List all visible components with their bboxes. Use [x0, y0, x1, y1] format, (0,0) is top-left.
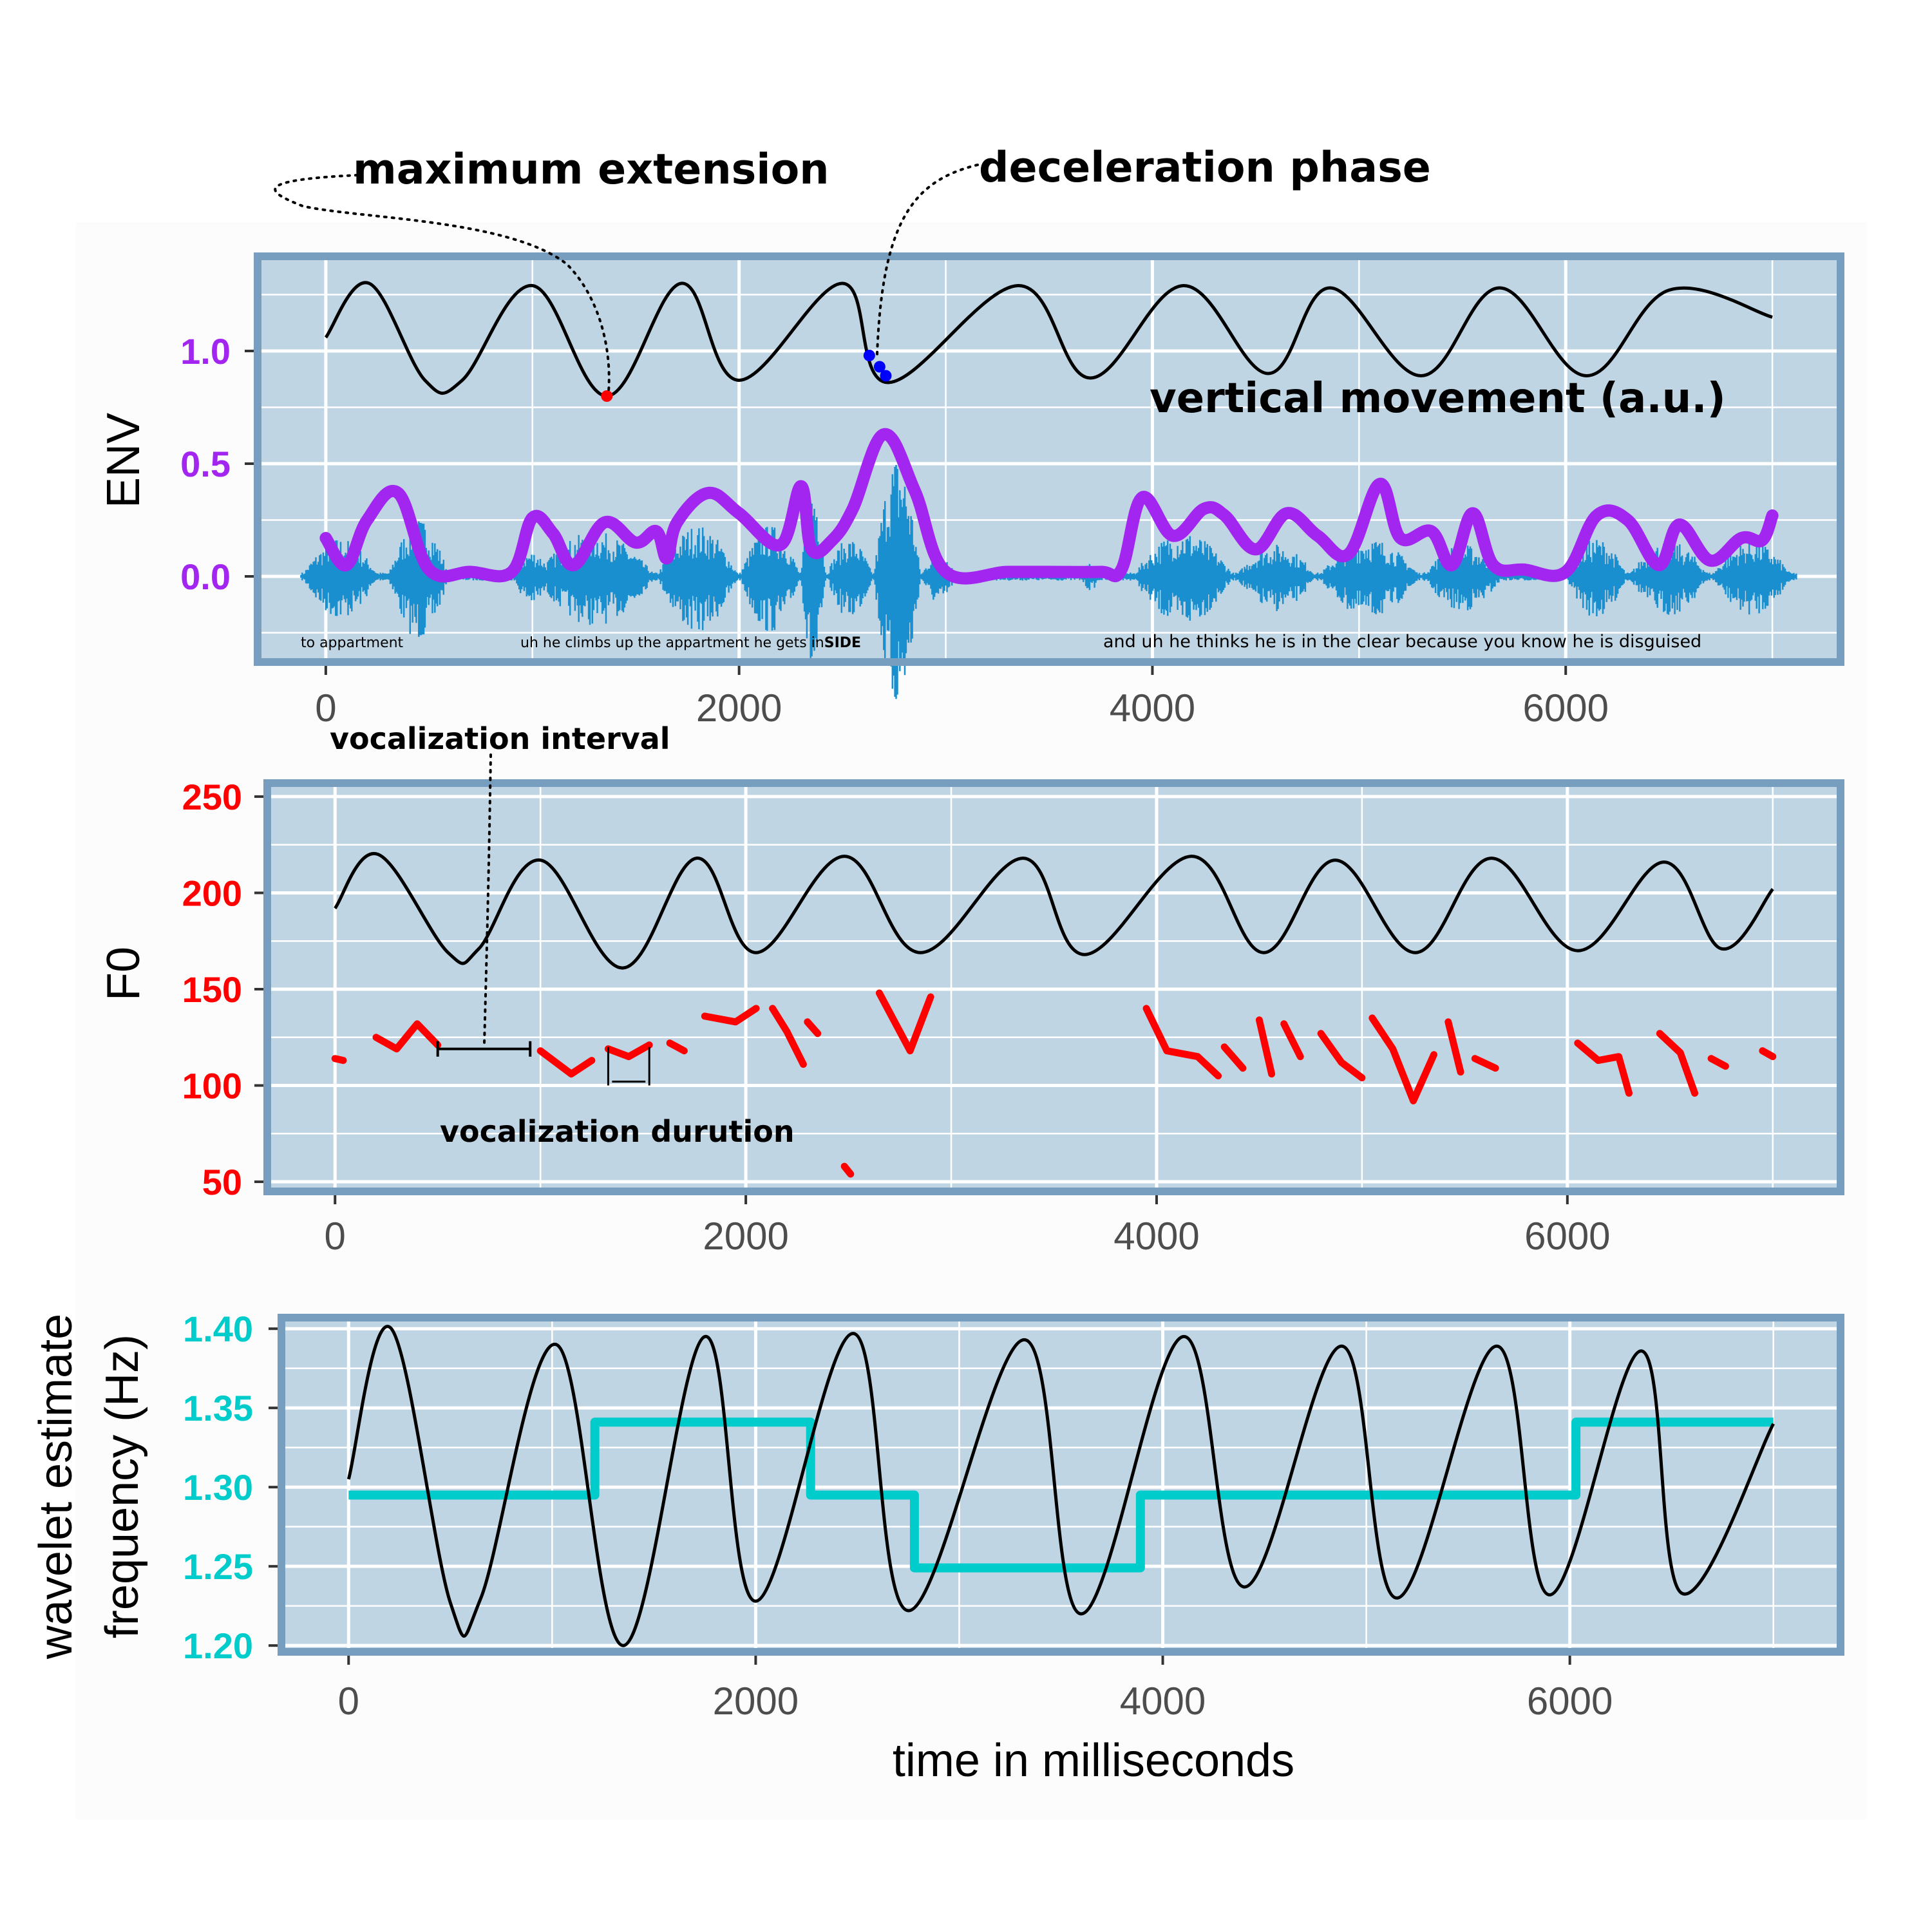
wavelet-panel-border [278, 1314, 1844, 1656]
vocalization-interval-leader [483, 753, 492, 1045]
f0-segment [804, 1018, 822, 1037]
y-tick-label: 100 [182, 1066, 242, 1106]
f0-segment [372, 1020, 442, 1053]
x-axis-label: time in milliseconds [893, 1735, 1294, 1786]
f0-segments [331, 989, 1777, 1178]
env-x-ticks: 0 2000 4000 6000 [315, 666, 1609, 730]
vertical-movement-line [324, 281, 1773, 398]
y-tick-label: 250 [182, 777, 242, 817]
x-tick-label: 2000 [713, 1680, 799, 1723]
x-tick-label: 0 [338, 1680, 359, 1723]
f0-segment [331, 1055, 347, 1065]
f0-movement-line [334, 851, 1774, 970]
y-tick-label: 200 [182, 873, 242, 913]
f0-segment [666, 1039, 688, 1055]
f0-segment [1707, 1055, 1729, 1070]
x-tick-label: 2000 [696, 687, 782, 730]
y-tick-label: 150 [182, 969, 242, 1010]
wavelet-frequency-line [348, 1417, 1774, 1573]
y-tick-label: 0.5 [180, 444, 231, 484]
env-y-ticks: 1.0 0.5 0.0 [180, 331, 254, 597]
x-tick-label: 0 [325, 1215, 346, 1258]
transcript-emphasis: SIDE [824, 635, 861, 651]
f0-panel: vocalization durution 0 2000 4000 6000 2502… [98, 777, 1844, 1258]
f0-segment [1368, 1014, 1437, 1104]
deceleration-point [863, 350, 875, 361]
wavelet-movement-line [346, 1325, 1775, 1647]
f0-segment [1574, 1039, 1633, 1097]
y-tick-label: 1.30 [183, 1467, 253, 1508]
f0-x-ticks: 0 2000 4000 6000 [325, 1195, 1611, 1258]
f0-y-ticks: 250 200 150 100 50 [182, 777, 263, 1202]
f0-segment [1255, 1016, 1276, 1078]
f0-segment [1142, 1005, 1222, 1080]
vocalization-duration-label: vocalization durution [440, 1114, 795, 1149]
wavelet-y-ticks: 1.40 1.35 1.30 1.25 1.20 [183, 1309, 278, 1666]
wavelet-panel-background [281, 1318, 1841, 1652]
f0-segment [1280, 1020, 1304, 1061]
deceleration-phase-label: deceleration phase [979, 144, 1431, 192]
y-tick-label: 0.0 [180, 556, 231, 597]
vertical-movement-label: vertical movement (a.u.) [1150, 375, 1726, 422]
f0-segment [875, 989, 934, 1055]
f0-segment [840, 1162, 855, 1178]
f0-segment [1444, 1018, 1464, 1076]
maximum-extension-leader [274, 174, 611, 393]
f0-segment [1471, 1055, 1499, 1072]
wavelet-y-axis-label: wavelet estimate frequency (Hz) [30, 1314, 148, 1660]
transcript-segment-1: to appartment [301, 635, 404, 651]
vocalization-duration-bracket [607, 1046, 650, 1086]
maximum-extension-point [601, 390, 613, 402]
f0-segment [1317, 1030, 1366, 1082]
vocalization-brackets [436, 1041, 650, 1086]
deceleration-point [873, 361, 886, 373]
x-tick-label: 2000 [703, 1215, 788, 1258]
x-tick-label: 0 [315, 687, 336, 730]
f0-segment [1759, 1047, 1777, 1061]
y-tick-label: 1.40 [183, 1309, 253, 1349]
x-tick-label: 4000 [1113, 1215, 1199, 1258]
env-panel: vertical movement (a.u.) to appartment u… [98, 252, 1844, 730]
f0-segment [536, 1047, 596, 1078]
y-tick-label: 1.35 [183, 1388, 253, 1428]
f0-segment [604, 1041, 653, 1061]
maximum-extension-label: maximum extension [353, 146, 829, 194]
f0-y-axis-label: F0 [98, 947, 149, 1001]
y-tick-label: 1.0 [180, 331, 231, 372]
f0-segment [1220, 1043, 1247, 1072]
vocalization-interval-label: vocalization interval [330, 721, 670, 756]
wavelet-panel: 0 2000 4000 6000 1.40 1.35 1.30 1.25 1.20 wavel… [30, 1309, 1844, 1786]
wavelet-x-ticks: 0 2000 4000 6000 [338, 1656, 1613, 1723]
deceleration-points [863, 350, 892, 382]
x-tick-label: 4000 [1120, 1680, 1206, 1723]
x-tick-label: 4000 [1110, 687, 1195, 730]
f0-panel-border [263, 779, 1844, 1195]
deceleration-point [880, 370, 892, 382]
x-tick-label: 6000 [1527, 1680, 1613, 1723]
transcript-segment-2-text: uh he climbs up the appartment he gets i… [520, 635, 824, 651]
env-panel-border [254, 252, 1844, 666]
f0-gridlines [267, 783, 1841, 1191]
transcript-segment-3: and uh he thinks he is in the clear beca… [1103, 632, 1701, 652]
y-tick-label: 1.25 [183, 1546, 253, 1587]
transcript-segment-2: uh he climbs up the appartment he gets i… [520, 635, 861, 651]
wavelet-y-axis-label-line1: wavelet estimate [30, 1314, 82, 1660]
x-tick-label: 6000 [1524, 1215, 1610, 1258]
f0-segment [1656, 1030, 1699, 1097]
vocalization-interval-bracket [436, 1041, 532, 1057]
y-tick-label: 50 [202, 1162, 242, 1202]
x-tick-label: 6000 [1522, 687, 1608, 730]
f0-segment [769, 1005, 807, 1068]
f0-panel-background [267, 783, 1841, 1191]
deceleration-leader [876, 164, 979, 355]
wavelet-y-axis-label-line2: frequency (Hz) [97, 1334, 148, 1638]
envelope-line [319, 428, 1779, 585]
y-tick-label: 1.20 [183, 1625, 253, 1666]
env-y-axis-label: ENV [98, 413, 149, 508]
f0-segment [701, 1005, 760, 1026]
